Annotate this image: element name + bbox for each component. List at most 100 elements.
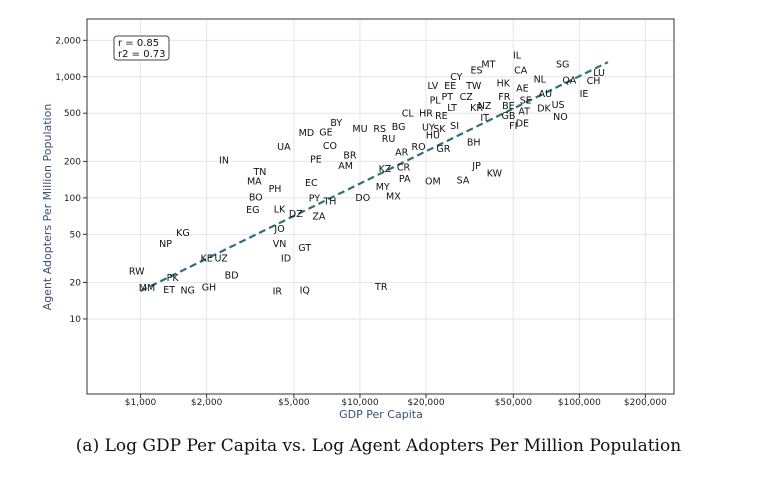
- point-tw: TW: [465, 81, 482, 92]
- point-th: TH: [322, 197, 336, 208]
- point-lv: LV: [428, 81, 439, 92]
- point-mx: MX: [386, 191, 401, 202]
- point-ch: CH: [587, 76, 601, 87]
- point-ee: EE: [444, 81, 456, 92]
- point-ie: IE: [580, 89, 589, 100]
- point-it: IT: [480, 113, 489, 124]
- point-by: BY: [330, 118, 342, 129]
- point-rs: RS: [373, 124, 386, 135]
- point-gt: GT: [298, 243, 311, 254]
- point-pe: PE: [310, 154, 322, 165]
- point-am: AM: [338, 161, 353, 172]
- point-cz: CZ: [460, 92, 474, 103]
- point-pl: PL: [430, 96, 442, 107]
- stats-box: r = 0.85 r2 = 0.73: [113, 35, 170, 61]
- point-kg: KG: [176, 228, 190, 239]
- point-dz: DZ: [289, 209, 303, 220]
- figure-caption: (a) Log GDP Per Capita vs. Log Agent Ado…: [75, 436, 682, 456]
- point-ru: RU: [382, 134, 396, 145]
- x-tick-label: $20,000: [407, 398, 444, 408]
- point-ma: MA: [247, 176, 262, 187]
- point-om: OM: [425, 176, 441, 187]
- x-tick-label: $1,000: [125, 398, 157, 408]
- point-kz: KZ: [379, 164, 392, 175]
- point-sg: SG: [556, 60, 569, 71]
- point-no: NO: [553, 112, 568, 123]
- point-fi: FI: [509, 121, 517, 132]
- point-cl: CL: [402, 109, 415, 120]
- y-axis-label: Agent Adopters Per Million Population: [41, 104, 54, 311]
- point-lk: LK: [274, 204, 286, 215]
- plot-area: [86, 18, 675, 395]
- x-tick-label: $50,000: [495, 398, 532, 408]
- point-ke: KE: [200, 253, 212, 264]
- point-my: MY: [376, 182, 390, 193]
- stats-r2: r2 = 0.73: [118, 49, 165, 60]
- point-mu: MU: [352, 124, 367, 135]
- point-ir: IR: [273, 287, 283, 298]
- point-sa: SA: [457, 176, 470, 187]
- x-tick-label: $100,000: [558, 398, 601, 408]
- point-iq: IQ: [300, 286, 310, 297]
- point-lt: LT: [447, 103, 457, 114]
- x-tick-label: $2,000: [191, 398, 223, 408]
- point-re: RE: [435, 111, 448, 122]
- point-lu: LU: [593, 68, 605, 79]
- point-bg: BG: [392, 122, 406, 133]
- stats-r: r = 0.85: [118, 38, 159, 49]
- point-mt: MT: [481, 60, 495, 71]
- point-ae: AE: [516, 83, 529, 94]
- point-qa: QA: [562, 76, 576, 87]
- point-de: DE: [516, 119, 529, 130]
- y-tick-label: 50: [70, 230, 82, 240]
- point-ar: AR: [395, 147, 408, 158]
- y-tick-label: 200: [64, 157, 81, 167]
- point-bd: BD: [225, 271, 239, 282]
- point-np: NP: [159, 239, 172, 250]
- point-ge: GE: [319, 127, 332, 138]
- point-bo: BO: [249, 192, 263, 203]
- point-hr: HR: [419, 109, 433, 120]
- point-pt: PT: [441, 92, 453, 103]
- point-si: SI: [450, 121, 459, 132]
- point-nz: NZ: [478, 101, 492, 112]
- point-mm: MM: [139, 283, 155, 294]
- x-axis-label: GDP Per Capita: [339, 408, 423, 421]
- point-be: BE: [502, 101, 515, 112]
- point-nl: NL: [534, 74, 547, 85]
- point-hk: HK: [497, 78, 511, 89]
- y-tick-label: 100: [64, 194, 81, 204]
- x-tick-label: $5,000: [278, 398, 310, 408]
- x-tick-label: $10,000: [341, 398, 378, 408]
- point-uz: UZ: [215, 253, 229, 264]
- y-tick-label: 20: [70, 278, 82, 288]
- point-ua: UA: [277, 142, 291, 153]
- point-kr: KR: [470, 103, 483, 114]
- point-au: AU: [539, 89, 552, 100]
- point-dk: DK: [537, 104, 551, 115]
- point-eg: EG: [246, 205, 259, 216]
- point-us: US: [552, 100, 565, 111]
- axis-ticks: $1,000 $2,000 $5,000 $10,000 $20,000 $50,000 $…: [55, 36, 667, 408]
- point-in: IN: [219, 156, 229, 167]
- trend-line: [140, 61, 609, 293]
- point-se: SE: [520, 96, 532, 107]
- point-br: BR: [343, 151, 357, 162]
- point-at: AT: [518, 107, 530, 118]
- point-za: ZA: [312, 211, 326, 222]
- point-tr: TR: [374, 282, 388, 293]
- y-tick-label: 2,000: [55, 36, 81, 46]
- x-tick-label: $200,000: [624, 398, 667, 408]
- point-cy: CY: [450, 72, 462, 83]
- point-gh: GH: [202, 283, 217, 294]
- point-hu: HU: [426, 131, 440, 142]
- point-bh: BH: [467, 137, 481, 148]
- grid: [87, 19, 674, 394]
- point-tn: TN: [252, 167, 266, 178]
- point-ca: CA: [514, 65, 528, 76]
- point-ng: NG: [180, 286, 194, 297]
- point-sk: SK: [433, 124, 446, 135]
- point-et: ET: [163, 285, 175, 296]
